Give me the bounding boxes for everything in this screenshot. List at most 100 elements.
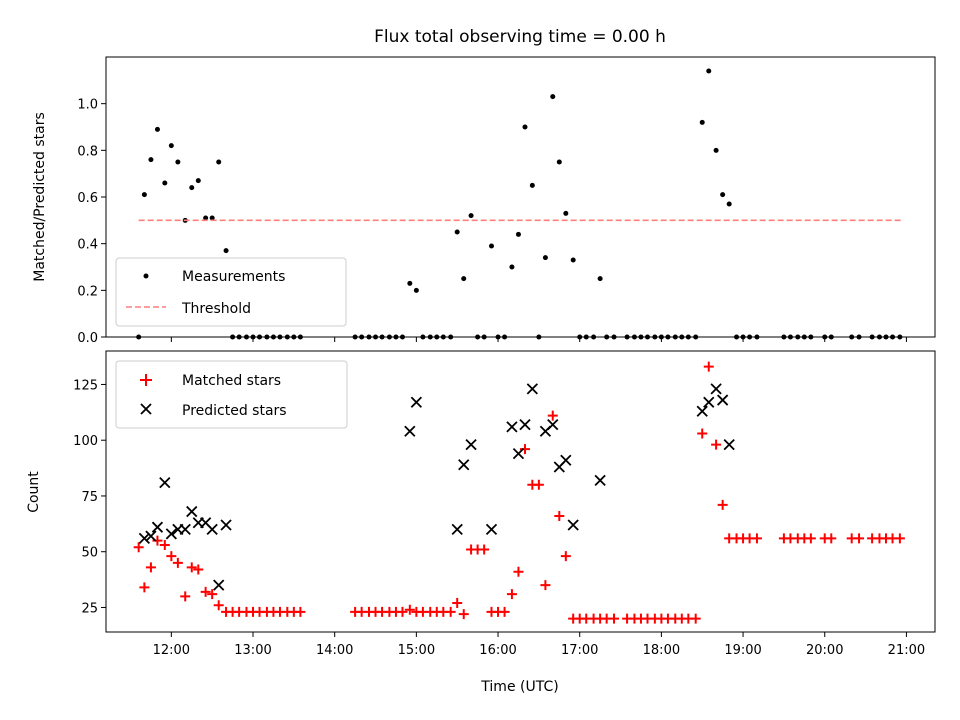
legend-threshold: Threshold	[181, 301, 251, 317]
bottom-y-tick-label: 25	[81, 601, 98, 616]
measurement-point	[175, 159, 181, 165]
top-y-axis-label: Matched/Predicted stars	[32, 112, 48, 282]
predicted-star-point	[710, 383, 722, 395]
matched-star-point	[826, 533, 837, 544]
matched-star-point	[519, 444, 530, 455]
matched-star-point	[397, 606, 408, 617]
x-tick-label: 16:00	[479, 643, 516, 658]
matched-star-point	[145, 562, 156, 573]
matched-star-point	[554, 511, 565, 522]
measurement-point	[597, 276, 603, 282]
predicted-stars-points	[138, 383, 735, 591]
measurement-point	[726, 201, 732, 207]
x-tick-label: 13:00	[234, 643, 271, 658]
predicted-star-point	[410, 396, 423, 408]
matched-star-point	[445, 606, 456, 617]
measurement-point	[203, 215, 209, 221]
measurement-point	[550, 94, 556, 100]
legend-predicted: Predicted stars	[182, 403, 287, 419]
top-legend-box	[115, 257, 347, 327]
matched-star-point	[172, 557, 183, 568]
matched-star-point	[690, 613, 701, 624]
bottom-x-ticks: 12:00 13:00 14:00 15:00 16:00 17:00 18:00 19:00…	[153, 632, 925, 658]
matched-star-point	[533, 479, 544, 490]
predicted-star-point	[723, 439, 735, 451]
predicted-star-point	[465, 439, 477, 451]
predicted-star-point	[485, 523, 498, 536]
predicted-star-point	[165, 528, 177, 540]
bottom-y-tick-label: 100	[73, 434, 98, 449]
measurement-point	[413, 287, 419, 293]
predicted-star-point	[519, 418, 531, 431]
matched-star-point	[805, 533, 816, 544]
predicted-star-point	[179, 523, 191, 536]
matched-star-point	[213, 600, 224, 611]
bottom-y-tick-label: 50	[81, 546, 98, 561]
matched-star-point	[711, 439, 722, 450]
x-axis-label: Time (UTC)	[480, 679, 558, 695]
matched-star-point	[479, 544, 490, 555]
top-legend: Measurements Threshold	[115, 257, 347, 327]
predicted-star-point	[547, 418, 559, 431]
measurement-point	[509, 264, 515, 270]
measurement-point	[489, 243, 495, 249]
predicted-star-point	[138, 532, 151, 544]
matched-star-point	[452, 598, 463, 609]
x-tick-label: 15:00	[398, 643, 435, 658]
legend-predicted-marker	[140, 403, 152, 415]
measurement-point	[216, 159, 222, 165]
bottom-plot-frame	[105, 350, 936, 633]
top-y-tick-label: 1.0	[77, 98, 98, 113]
predicted-star-point	[404, 425, 416, 437]
top-y-tick-label: 0.4	[77, 238, 98, 253]
measurement-point	[407, 280, 413, 286]
measurement-point	[556, 159, 562, 165]
bottom-legend: Matched stars Predicted stars	[115, 360, 348, 429]
matched-star-point	[139, 582, 150, 593]
measurement-point	[515, 231, 521, 237]
matched-star-point	[547, 410, 558, 421]
predicted-star-point	[151, 521, 164, 533]
predicted-star-point	[159, 476, 171, 489]
top-x-ticks	[170, 337, 907, 342]
matched-star-point	[540, 580, 551, 591]
legend-matched: Matched stars	[182, 373, 281, 389]
predicted-star-point	[512, 447, 525, 460]
predicted-star-point	[703, 396, 715, 408]
measurement-point	[468, 213, 474, 219]
x-tick-label: 17:00	[561, 643, 598, 658]
matched-star-point	[458, 609, 469, 620]
matched-star-point	[697, 428, 708, 439]
matched-stars-points	[133, 361, 905, 624]
legend-matched-marker	[140, 374, 152, 386]
predicted-star-point	[451, 523, 463, 536]
measurement-point	[720, 192, 726, 198]
x-tick-label: 14:00	[316, 643, 353, 658]
predicted-star-point	[186, 505, 198, 518]
top-y-tick-label: 0.0	[77, 331, 98, 346]
chart-title: Flux total observing time = 0.00 h	[374, 27, 666, 47]
matched-star-point	[894, 533, 905, 544]
x-tick-label: 20:00	[806, 643, 843, 658]
x-tick-label: 21:00	[888, 643, 925, 658]
matched-star-point	[200, 586, 211, 597]
measurement-point	[195, 178, 201, 184]
bottom-y-tick-label: 125	[73, 378, 98, 393]
matched-star-point	[751, 533, 762, 544]
matched-star-point	[717, 499, 728, 510]
matched-star-point	[404, 604, 415, 615]
measurement-point	[168, 143, 174, 149]
measurement-point	[529, 182, 535, 188]
matched-star-point	[180, 591, 191, 602]
matched-star-point	[295, 606, 306, 617]
predicted-star-point	[145, 530, 157, 542]
matched-star-point	[193, 564, 204, 575]
top-y-tick-label: 0.2	[77, 284, 98, 299]
measurement-point	[154, 126, 160, 132]
top-y-ticks: 0.0 0.2 0.4 0.6 0.8 1.0	[77, 98, 106, 346]
measurement-point	[563, 210, 569, 216]
matched-star-point	[560, 551, 571, 562]
matched-star-point	[854, 533, 865, 544]
bottom-y-tick-label: 75	[81, 490, 98, 505]
bottom-legend-box	[115, 360, 348, 429]
